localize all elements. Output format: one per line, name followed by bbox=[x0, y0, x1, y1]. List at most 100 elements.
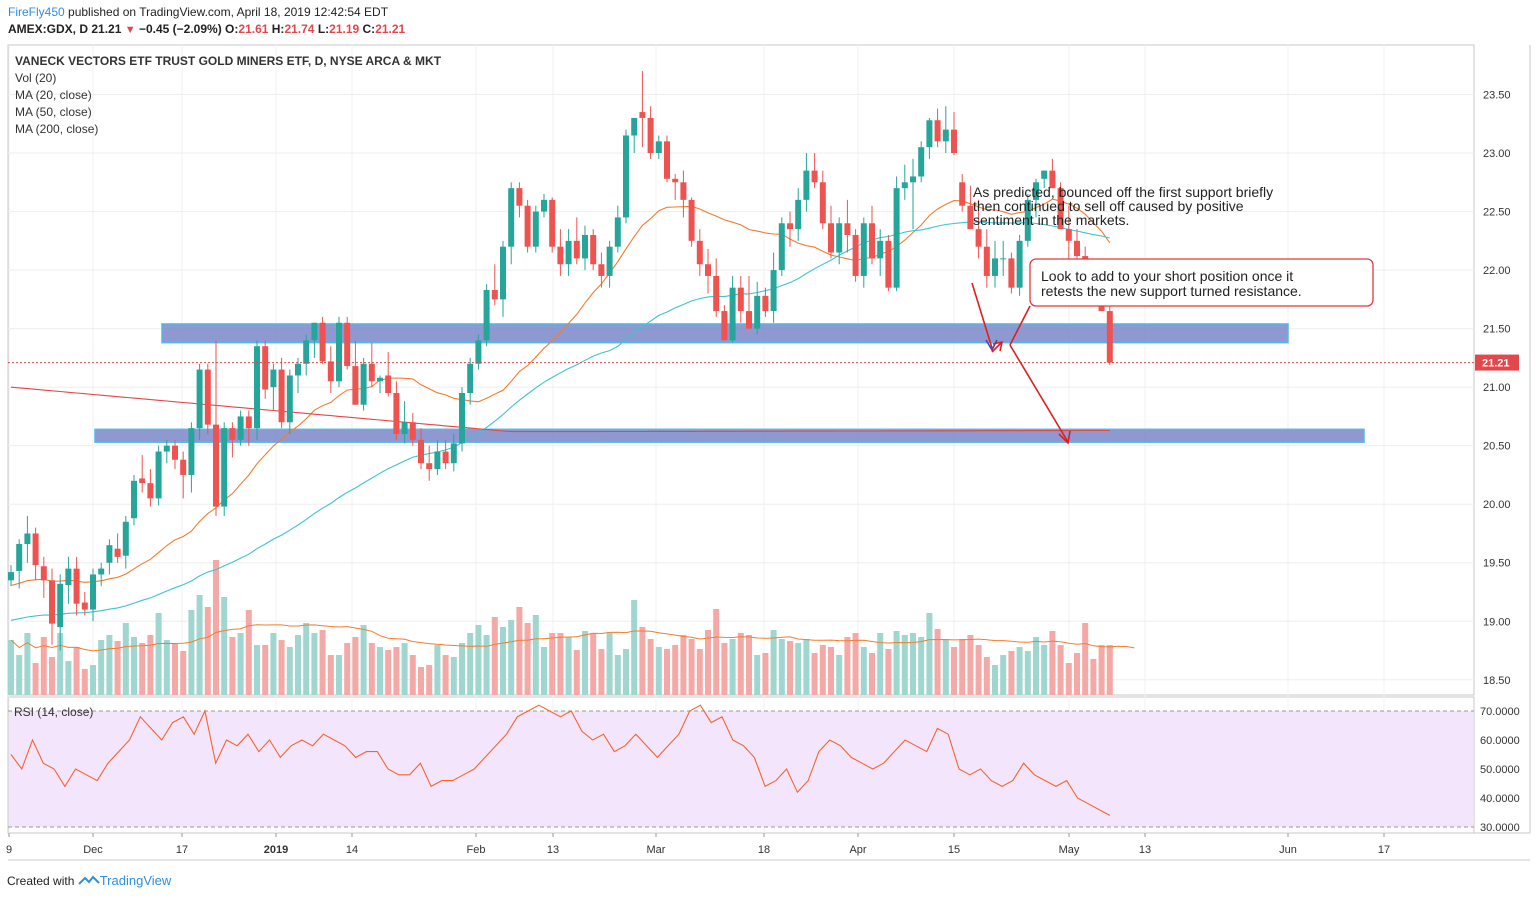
candle bbox=[590, 229, 597, 271]
volume-bar bbox=[114, 641, 121, 695]
volume-bar bbox=[828, 647, 834, 695]
candle bbox=[655, 135, 662, 159]
volume-bar bbox=[1082, 623, 1089, 695]
candle bbox=[467, 357, 474, 405]
rsi-tick-label: 60.0000 bbox=[1480, 735, 1520, 747]
candle bbox=[688, 197, 695, 247]
candle-body bbox=[1106, 311, 1113, 363]
note2-box bbox=[1029, 258, 1374, 307]
price-tick-label: 21.00 bbox=[1483, 382, 1511, 394]
volume-bar bbox=[582, 631, 588, 695]
low-label: L: bbox=[317, 22, 330, 36]
candle-body bbox=[893, 188, 900, 288]
volume-bar bbox=[8, 640, 14, 695]
volume-bar bbox=[352, 637, 359, 695]
tradingview-logo-icon[interactable] bbox=[78, 874, 100, 888]
volume-bar bbox=[442, 655, 449, 695]
tradingview-brand[interactable]: TradingView bbox=[99, 873, 172, 888]
author-name[interactable]: FireFly450 bbox=[8, 5, 65, 19]
volume-ma-line bbox=[10, 624, 1135, 652]
candle-body bbox=[270, 369, 277, 388]
candle bbox=[647, 106, 654, 159]
indicator-legend-item: MA (200, close) bbox=[15, 122, 98, 136]
candle bbox=[475, 334, 482, 370]
open-label: O: bbox=[225, 22, 239, 36]
candle-body bbox=[828, 223, 834, 253]
candle bbox=[131, 474, 137, 526]
candle bbox=[754, 281, 761, 335]
candle-body bbox=[459, 393, 465, 444]
candle bbox=[983, 229, 990, 288]
candle-body bbox=[770, 270, 777, 312]
volume-bar bbox=[65, 661, 72, 695]
price-tick-label: 23.00 bbox=[1483, 148, 1511, 160]
candle-body bbox=[98, 568, 105, 575]
candle-body bbox=[32, 533, 39, 566]
volume-bar bbox=[147, 635, 154, 695]
price-tick-label: 20.00 bbox=[1483, 499, 1511, 511]
candle bbox=[746, 275, 752, 329]
volume-bar bbox=[926, 613, 933, 695]
candle-body bbox=[172, 445, 178, 460]
candle-body bbox=[90, 574, 96, 610]
volume-bar bbox=[90, 665, 96, 695]
candle bbox=[967, 185, 974, 230]
candle-body bbox=[188, 428, 195, 475]
volume-bar bbox=[508, 620, 515, 695]
candle bbox=[442, 439, 449, 470]
candle bbox=[631, 117, 638, 154]
candle-body bbox=[1008, 258, 1015, 288]
candle bbox=[926, 117, 933, 159]
retest-arrow-head-icon bbox=[992, 340, 1004, 352]
volume-bar bbox=[869, 653, 875, 695]
volume-bar bbox=[713, 609, 720, 695]
volume-bar bbox=[811, 653, 818, 695]
callout-pointer bbox=[1009, 305, 1031, 346]
candle bbox=[204, 363, 211, 434]
volume-bar bbox=[57, 633, 64, 695]
volume-bar bbox=[139, 643, 146, 695]
candle-body bbox=[401, 422, 408, 434]
volume-bar bbox=[262, 645, 269, 695]
candle-body bbox=[327, 361, 334, 382]
candle-body bbox=[1033, 182, 1039, 200]
candle bbox=[541, 194, 547, 218]
volume-bar bbox=[803, 639, 810, 695]
candle bbox=[155, 445, 162, 506]
candle-body bbox=[1049, 170, 1056, 189]
candle bbox=[737, 275, 744, 323]
volume-bar bbox=[532, 615, 539, 695]
volume-bar bbox=[172, 643, 178, 695]
volume-bar bbox=[598, 649, 605, 695]
candle bbox=[532, 205, 539, 253]
price-tick-label: 22.00 bbox=[1483, 265, 1511, 277]
candle-body bbox=[737, 287, 744, 312]
candle bbox=[147, 469, 154, 507]
publish-text: published on TradingView.com, April 18, … bbox=[68, 5, 389, 19]
candle bbox=[852, 229, 859, 282]
indicator-legend-item: MA (20, close) bbox=[15, 88, 92, 102]
time-tick-label: May bbox=[1059, 844, 1080, 856]
volume-bar bbox=[40, 637, 47, 695]
candle bbox=[557, 229, 564, 276]
candle-body bbox=[803, 170, 810, 200]
candle bbox=[98, 562, 105, 587]
candle bbox=[1033, 178, 1039, 218]
candle-body bbox=[975, 229, 982, 247]
candle-body bbox=[409, 422, 416, 440]
candle bbox=[901, 164, 908, 200]
candle bbox=[196, 363, 203, 440]
candle-body bbox=[557, 246, 564, 265]
candle bbox=[959, 174, 966, 212]
high-value: 21.74 bbox=[284, 22, 315, 36]
volume-bar bbox=[426, 665, 433, 695]
volume-bar bbox=[1090, 659, 1097, 695]
candle bbox=[286, 369, 293, 434]
volume-bar bbox=[631, 600, 638, 695]
candle-body bbox=[303, 340, 310, 364]
time-tick-label: 17 bbox=[176, 844, 188, 856]
candle bbox=[450, 433, 457, 472]
candle-body bbox=[196, 369, 203, 429]
candle bbox=[213, 340, 219, 516]
